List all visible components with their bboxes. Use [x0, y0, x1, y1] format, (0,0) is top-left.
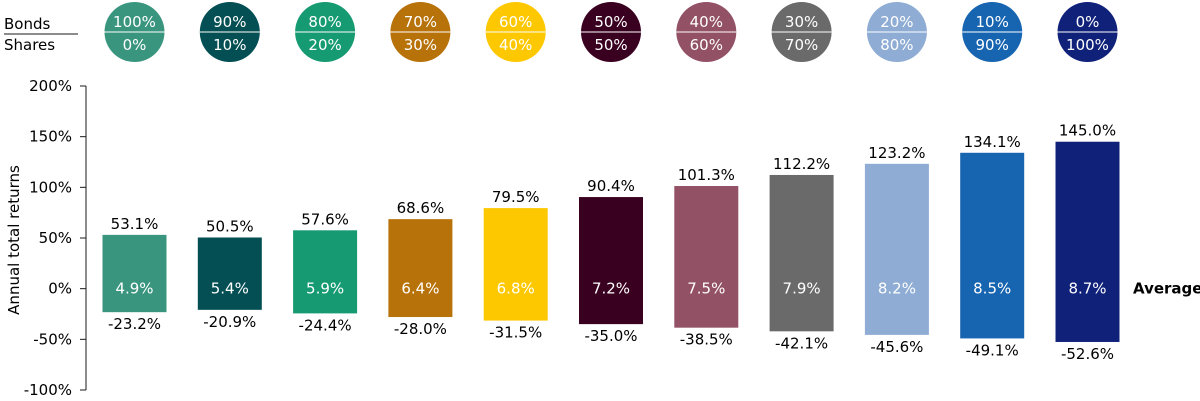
- shares-percent: 60%: [690, 36, 723, 54]
- average-value-label: 6.4%: [401, 280, 439, 298]
- shares-percent: 0%: [123, 36, 147, 54]
- range-bar: [674, 186, 739, 328]
- high-value-label: 101.3%: [678, 166, 735, 184]
- allocation-circle: 100% 0%: [104, 2, 165, 62]
- allocation-circle: 60%40%: [485, 2, 546, 62]
- high-value-label: 123.2%: [868, 144, 925, 162]
- high-value-label: 134.1%: [964, 133, 1021, 151]
- y-tick-label: 50%: [39, 229, 72, 247]
- shares-row-label: Shares: [4, 36, 55, 54]
- low-value-label: -52.6%: [1061, 345, 1114, 363]
- allocation-circle: 80%20%: [295, 2, 356, 62]
- range-bar: [579, 197, 643, 325]
- shares-percent: 50%: [594, 36, 627, 54]
- low-value-label: -24.4%: [299, 316, 352, 334]
- y-tick-label: 150%: [29, 128, 72, 146]
- shares-percent: 30%: [404, 36, 437, 54]
- low-value-label: -35.0%: [584, 327, 637, 345]
- shares-percent: 100%: [1066, 36, 1109, 54]
- allocation-circle: 20%80%: [866, 2, 927, 62]
- allocation-circle: 40%60%: [676, 2, 737, 62]
- average-value-label: 4.9%: [115, 280, 153, 298]
- allocation-circle: 70%30%: [390, 2, 451, 62]
- range-bar: [960, 152, 1025, 339]
- bonds-percent: 80%: [308, 13, 341, 31]
- shares-percent: 20%: [308, 36, 341, 54]
- low-value-label: -23.2%: [108, 315, 161, 333]
- range-bar: [102, 234, 167, 313]
- y-tick-label: 200%: [29, 77, 72, 95]
- bonds-percent: 60%: [499, 13, 532, 31]
- shares-percent: 90%: [976, 36, 1009, 54]
- allocation-circle: 90%10%: [199, 2, 260, 62]
- y-tick-label: -50%: [33, 330, 72, 348]
- low-value-label: -49.1%: [966, 341, 1019, 359]
- bonds-percent: 20%: [880, 13, 913, 31]
- high-value-label: 90.4%: [587, 177, 635, 195]
- bonds-percent: 40%: [690, 13, 723, 31]
- range-bar: [1055, 141, 1120, 342]
- allocation-row-labels: Bonds Shares: [4, 15, 78, 54]
- average-value-label: 8.7%: [1068, 280, 1106, 298]
- bonds-percent: 100%: [113, 13, 156, 31]
- average-value-label: 7.2%: [592, 280, 630, 298]
- average-value-label: 8.5%: [973, 280, 1011, 298]
- range-bar: [864, 163, 929, 335]
- range-bar: [293, 230, 358, 314]
- average-value-label: 7.5%: [687, 280, 725, 298]
- range-bar: [197, 237, 262, 310]
- high-value-label: 68.6%: [397, 199, 445, 217]
- high-value-label: 79.5%: [492, 188, 540, 206]
- low-value-label: -20.9%: [203, 313, 256, 331]
- low-value-label: -42.1%: [775, 334, 828, 352]
- bonds-percent: 0%: [1076, 13, 1100, 31]
- high-value-label: 50.5%: [206, 217, 254, 235]
- allocation-circle: 10%90%: [962, 2, 1023, 62]
- allocation-circle: 0% 100%: [1057, 2, 1118, 62]
- shares-percent: 80%: [880, 36, 913, 54]
- bonds-percent: 50%: [594, 13, 627, 31]
- average-value-label: 5.9%: [306, 280, 344, 298]
- average-value-label: 7.9%: [783, 280, 821, 298]
- allocation-circle: 30%70%: [771, 2, 832, 62]
- allocation-circle: 50%50%: [581, 2, 641, 62]
- average-label: Average: [1133, 280, 1200, 298]
- low-value-label: -28.0%: [394, 320, 447, 338]
- bonds-percent: 10%: [976, 13, 1009, 31]
- average-value-label: 5.4%: [211, 280, 249, 298]
- y-tick-label: 0%: [48, 280, 72, 298]
- bonds-row-label: Bonds: [4, 15, 50, 33]
- shares-percent: 40%: [499, 36, 532, 54]
- y-axis-label: Annual total returns: [5, 165, 23, 315]
- y-tick-label: 100%: [29, 178, 72, 196]
- bonds-percent: 30%: [785, 13, 818, 31]
- high-value-label: 112.2%: [773, 155, 830, 173]
- bonds-percent: 90%: [213, 13, 246, 31]
- y-tick-label: -100%: [24, 381, 72, 399]
- high-value-label: 145.0%: [1059, 122, 1116, 140]
- low-value-label: -31.5%: [489, 324, 542, 342]
- average-value-label: 6.8%: [497, 280, 535, 298]
- range-bar: [388, 219, 453, 318]
- allocation-circles: 100%0%90%10%80%20%70%30%60%40%50%50%40%6…: [104, 2, 1118, 62]
- high-value-label: 53.1%: [111, 215, 159, 233]
- y-axis: 200% 150% 100% 50% 0% -50% -100%: [24, 77, 87, 399]
- bonds-percent: 70%: [404, 13, 437, 31]
- bars: 53.1% -23.2% 4.9% 50.5% -20.9% 5.4% 57.6% -24.4…: [102, 122, 1120, 363]
- average-value-label: 8.2%: [878, 280, 916, 298]
- shares-percent: 10%: [213, 36, 246, 54]
- high-value-label: 57.6%: [301, 210, 349, 228]
- low-value-label: -45.6%: [870, 338, 923, 356]
- shares-percent: 70%: [785, 36, 818, 54]
- range-bar: [483, 208, 548, 321]
- low-value-label: -38.5%: [680, 331, 733, 349]
- range-bar: [769, 174, 834, 332]
